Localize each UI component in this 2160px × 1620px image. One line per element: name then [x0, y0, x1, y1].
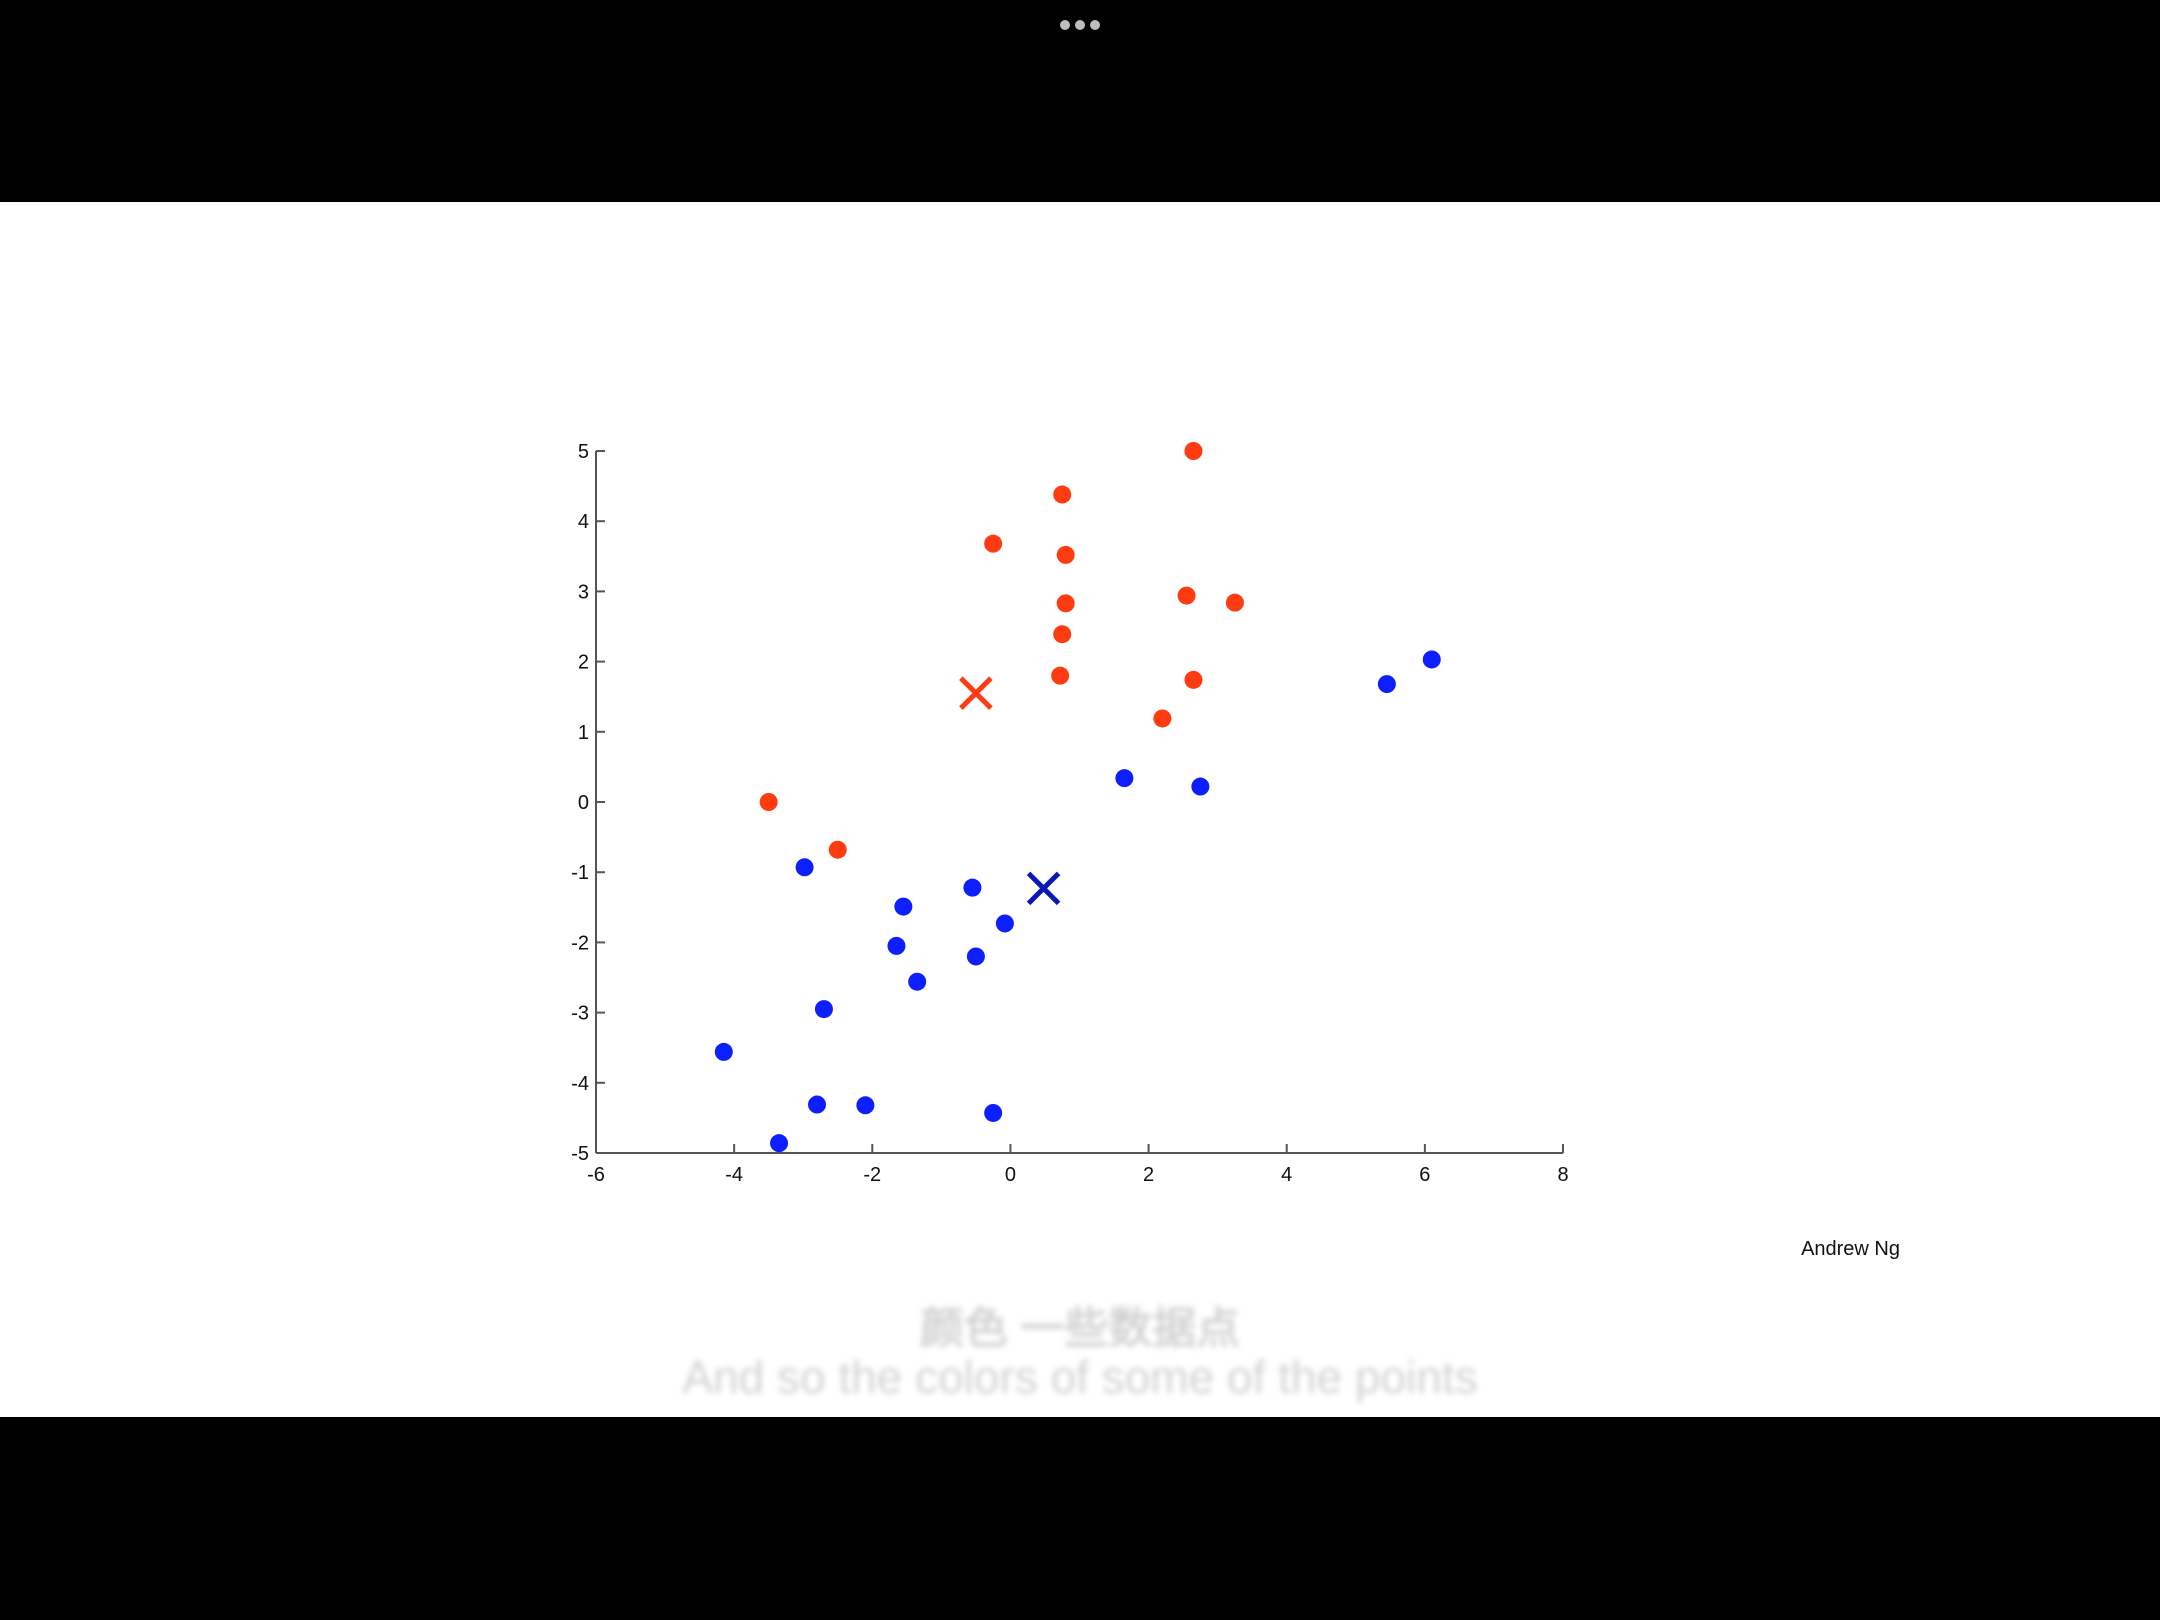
y-tick-label: -4	[571, 1073, 589, 1095]
more-horizontal-icon	[1075, 20, 1085, 30]
scatter-point	[984, 534, 1003, 553]
centroid-stroke	[1026, 871, 1061, 906]
x-tick-label: -6	[587, 1164, 605, 1186]
x-tick-label: 2	[1143, 1164, 1154, 1186]
more-options-button[interactable]	[1056, 18, 1104, 32]
centroid-x-marker	[959, 676, 993, 710]
scatter-point	[1422, 650, 1441, 669]
scatter-point	[714, 1042, 733, 1061]
scatter-point	[1191, 777, 1210, 796]
scatter-point	[814, 1000, 833, 1019]
slide: -6 -4 -2 0 2 4 6 8 -5 -4 -3 -2 -1 0 1 2 3 4 5 Andrew Ng 颜色…	[0, 202, 2160, 1417]
x-tick-label: 4	[1281, 1164, 1292, 1186]
scatter-point	[1053, 485, 1072, 504]
scatter-point	[1051, 666, 1070, 685]
subtitle-chinese: 颜色 一些数据点	[919, 1304, 1241, 1353]
centroid-stroke	[959, 676, 993, 710]
scatter-point	[1177, 586, 1196, 605]
y-tick-label: 2	[578, 652, 589, 674]
x-tick-label: 8	[1557, 1164, 1568, 1186]
more-horizontal-icon	[1060, 20, 1070, 30]
scatter-point	[1056, 545, 1075, 564]
scatter-point	[1184, 442, 1203, 460]
scatter-point	[966, 947, 985, 966]
author-label: Andrew Ng	[1801, 1238, 1900, 1260]
scatter-point	[1053, 625, 1072, 644]
centroid-x-marker	[1026, 871, 1061, 906]
scatter-point	[795, 858, 814, 877]
scatter-point	[1115, 769, 1134, 788]
scatter-point	[1377, 675, 1396, 694]
scatter-point	[1056, 594, 1075, 613]
x-tick-label: -2	[863, 1164, 881, 1186]
scatter-point	[808, 1095, 827, 1114]
y-tick-label: 0	[578, 792, 589, 814]
scatter-point	[995, 914, 1014, 933]
y-tick-label: 5	[578, 441, 589, 463]
scatter-point	[908, 972, 927, 991]
scatter-point	[856, 1096, 875, 1115]
scatter-point	[828, 840, 847, 859]
scatter-point	[759, 793, 778, 811]
y-tick-label: -2	[571, 932, 589, 954]
top-bar	[0, 0, 2160, 202]
scatter-plot: -6 -4 -2 0 2 4 6 8 -5 -4 -3 -2 -1 0 1 2 3 4 5	[571, 441, 1568, 1186]
y-tick-label: 1	[578, 722, 589, 744]
plot-axes	[595, 450, 1564, 1154]
tick-labels: -6 -4 -2 0 2 4 6 8 -5 -4 -3 -2 -1 0 1 2 3 4 5	[571, 441, 1568, 1186]
scatter-point	[1184, 670, 1203, 689]
x-tick-label: -4	[725, 1164, 743, 1186]
scatter-point	[1153, 709, 1172, 728]
y-tick-label: -5	[571, 1143, 589, 1165]
x-tick-label: 6	[1419, 1164, 1430, 1186]
scatter-point	[887, 936, 906, 955]
more-horizontal-icon	[1090, 20, 1100, 30]
bottom-bar	[0, 1417, 2160, 1620]
y-tick-label: 4	[578, 511, 589, 533]
scatter-point	[984, 1103, 1003, 1122]
scatter-point	[1225, 593, 1244, 612]
subtitle-english: And so the colors of some of the points	[682, 1351, 1478, 1403]
y-tick-label: -3	[571, 1003, 589, 1025]
y-tick-label: 3	[578, 581, 589, 603]
scatter-point	[894, 897, 913, 916]
y-tick-label: -1	[571, 862, 589, 884]
scatter-point	[770, 1134, 789, 1153]
x-tick-label: 0	[1005, 1164, 1016, 1186]
scatter-point	[963, 878, 982, 897]
centroid-markers	[959, 676, 1061, 906]
data-points	[714, 442, 1441, 1153]
